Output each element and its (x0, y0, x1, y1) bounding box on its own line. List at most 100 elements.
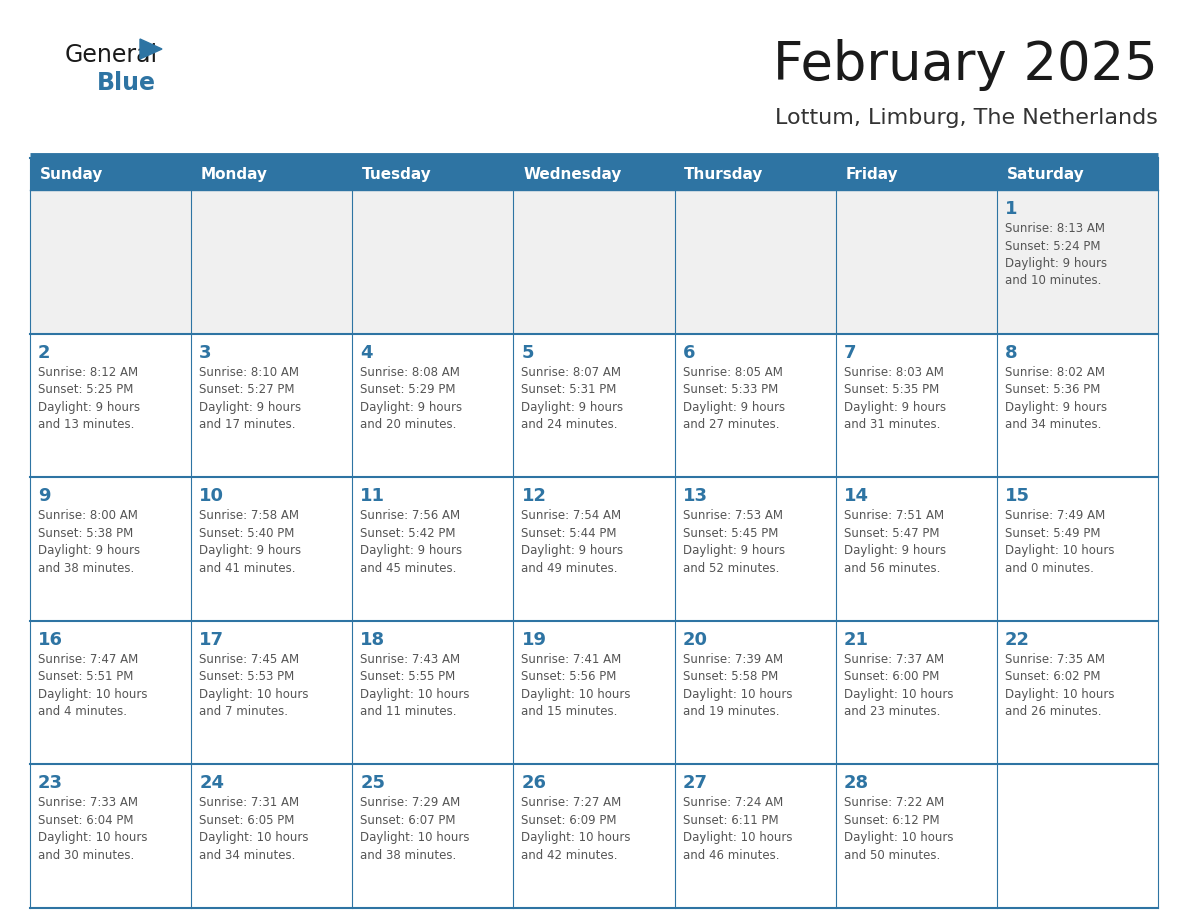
Bar (191, 333, 353, 477)
Text: and 23 minutes.: and 23 minutes. (843, 705, 940, 718)
Text: Sunrise: 8:13 AM: Sunrise: 8:13 AM (1005, 222, 1105, 235)
Text: Sunset: 6:11 PM: Sunset: 6:11 PM (683, 814, 778, 827)
Text: 5: 5 (522, 343, 533, 362)
Text: and 49 minutes.: and 49 minutes. (522, 562, 618, 575)
Bar (513, 765, 675, 908)
Bar (835, 765, 997, 908)
Text: Sunrise: 8:12 AM: Sunrise: 8:12 AM (38, 365, 138, 378)
Text: Daylight: 9 hours: Daylight: 9 hours (683, 400, 785, 414)
Text: Sunrise: 7:33 AM: Sunrise: 7:33 AM (38, 797, 138, 810)
Text: and 31 minutes.: and 31 minutes. (843, 418, 940, 431)
Text: Thursday: Thursday (684, 166, 764, 182)
Bar (997, 158, 1158, 190)
Text: Daylight: 9 hours: Daylight: 9 hours (1005, 400, 1107, 414)
Text: Friday: Friday (846, 166, 898, 182)
Text: Sunrise: 7:49 AM: Sunrise: 7:49 AM (1005, 509, 1105, 522)
Text: Daylight: 10 hours: Daylight: 10 hours (360, 832, 469, 845)
Text: Sunset: 5:40 PM: Sunset: 5:40 PM (200, 527, 295, 540)
Text: Daylight: 9 hours: Daylight: 9 hours (38, 400, 140, 414)
Text: Sunset: 5:36 PM: Sunset: 5:36 PM (1005, 383, 1100, 396)
Bar (353, 158, 513, 190)
Text: 25: 25 (360, 775, 385, 792)
Text: Sunset: 5:53 PM: Sunset: 5:53 PM (200, 670, 295, 683)
Text: Sunset: 6:02 PM: Sunset: 6:02 PM (1005, 670, 1100, 683)
Text: Sunrise: 7:29 AM: Sunrise: 7:29 AM (360, 797, 461, 810)
Text: Daylight: 9 hours: Daylight: 9 hours (360, 544, 462, 557)
Text: Daylight: 10 hours: Daylight: 10 hours (843, 832, 953, 845)
Text: 8: 8 (1005, 343, 1018, 362)
Bar (675, 158, 835, 190)
Text: Sunset: 5:47 PM: Sunset: 5:47 PM (843, 527, 940, 540)
Text: 14: 14 (843, 487, 868, 505)
Text: Sunrise: 8:10 AM: Sunrise: 8:10 AM (200, 365, 299, 378)
Text: and 30 minutes.: and 30 minutes. (38, 849, 134, 862)
Text: and 50 minutes.: and 50 minutes. (843, 849, 940, 862)
Text: Sunset: 6:07 PM: Sunset: 6:07 PM (360, 814, 456, 827)
Bar (997, 477, 1158, 621)
Text: Daylight: 9 hours: Daylight: 9 hours (200, 544, 302, 557)
Text: Daylight: 9 hours: Daylight: 9 hours (522, 400, 624, 414)
Text: Sunset: 5:33 PM: Sunset: 5:33 PM (683, 383, 778, 396)
Text: and 42 minutes.: and 42 minutes. (522, 849, 618, 862)
Text: Daylight: 10 hours: Daylight: 10 hours (38, 688, 147, 700)
Text: Sunset: 6:04 PM: Sunset: 6:04 PM (38, 814, 133, 827)
Text: Sunset: 5:55 PM: Sunset: 5:55 PM (360, 670, 455, 683)
Text: Sunrise: 8:08 AM: Sunrise: 8:08 AM (360, 365, 460, 378)
Text: Lottum, Limburg, The Netherlands: Lottum, Limburg, The Netherlands (775, 108, 1158, 128)
Bar (997, 190, 1158, 333)
Text: Monday: Monday (201, 166, 267, 182)
Bar (30, 621, 191, 765)
Bar (191, 158, 353, 190)
Text: 10: 10 (200, 487, 225, 505)
Bar (997, 333, 1158, 477)
Bar (191, 477, 353, 621)
Text: Daylight: 10 hours: Daylight: 10 hours (360, 688, 469, 700)
Text: Sunrise: 7:39 AM: Sunrise: 7:39 AM (683, 653, 783, 666)
Text: and 45 minutes.: and 45 minutes. (360, 562, 456, 575)
Text: Sunrise: 7:43 AM: Sunrise: 7:43 AM (360, 653, 461, 666)
Text: and 41 minutes.: and 41 minutes. (200, 562, 296, 575)
Bar (513, 190, 675, 333)
Text: 4: 4 (360, 343, 373, 362)
Text: Sunday: Sunday (39, 166, 103, 182)
Text: Sunset: 6:09 PM: Sunset: 6:09 PM (522, 814, 617, 827)
Text: and 27 minutes.: and 27 minutes. (683, 418, 779, 431)
Text: February 2025: February 2025 (773, 39, 1158, 91)
Text: Sunset: 5:58 PM: Sunset: 5:58 PM (683, 670, 778, 683)
Text: 3: 3 (200, 343, 211, 362)
Bar (30, 477, 191, 621)
Text: and 19 minutes.: and 19 minutes. (683, 705, 779, 718)
Text: Sunrise: 7:35 AM: Sunrise: 7:35 AM (1005, 653, 1105, 666)
Text: Daylight: 10 hours: Daylight: 10 hours (683, 832, 792, 845)
Text: Daylight: 9 hours: Daylight: 9 hours (683, 544, 785, 557)
Text: Sunset: 5:27 PM: Sunset: 5:27 PM (200, 383, 295, 396)
Text: Daylight: 10 hours: Daylight: 10 hours (683, 688, 792, 700)
Bar (835, 158, 997, 190)
Bar (30, 765, 191, 908)
Text: Sunset: 6:05 PM: Sunset: 6:05 PM (200, 814, 295, 827)
Text: General: General (65, 43, 158, 67)
Text: Sunset: 5:31 PM: Sunset: 5:31 PM (522, 383, 617, 396)
Text: 20: 20 (683, 631, 708, 649)
Text: Sunrise: 7:47 AM: Sunrise: 7:47 AM (38, 653, 138, 666)
Bar (353, 765, 513, 908)
Text: 23: 23 (38, 775, 63, 792)
Text: Daylight: 9 hours: Daylight: 9 hours (38, 544, 140, 557)
Text: Wednesday: Wednesday (523, 166, 621, 182)
Text: 7: 7 (843, 343, 857, 362)
Bar (675, 333, 835, 477)
Text: Sunrise: 7:31 AM: Sunrise: 7:31 AM (200, 797, 299, 810)
Text: Sunrise: 7:54 AM: Sunrise: 7:54 AM (522, 509, 621, 522)
Text: Daylight: 9 hours: Daylight: 9 hours (522, 544, 624, 557)
Text: and 52 minutes.: and 52 minutes. (683, 562, 779, 575)
Text: and 13 minutes.: and 13 minutes. (38, 418, 134, 431)
Text: Sunset: 6:00 PM: Sunset: 6:00 PM (843, 670, 940, 683)
Bar (835, 621, 997, 765)
Text: Sunset: 5:56 PM: Sunset: 5:56 PM (522, 670, 617, 683)
Text: and 17 minutes.: and 17 minutes. (200, 418, 296, 431)
Text: Daylight: 10 hours: Daylight: 10 hours (200, 832, 309, 845)
Text: Sunrise: 8:02 AM: Sunrise: 8:02 AM (1005, 365, 1105, 378)
Text: Sunrise: 7:56 AM: Sunrise: 7:56 AM (360, 509, 461, 522)
Text: and 34 minutes.: and 34 minutes. (1005, 418, 1101, 431)
Text: Tuesday: Tuesday (362, 166, 431, 182)
